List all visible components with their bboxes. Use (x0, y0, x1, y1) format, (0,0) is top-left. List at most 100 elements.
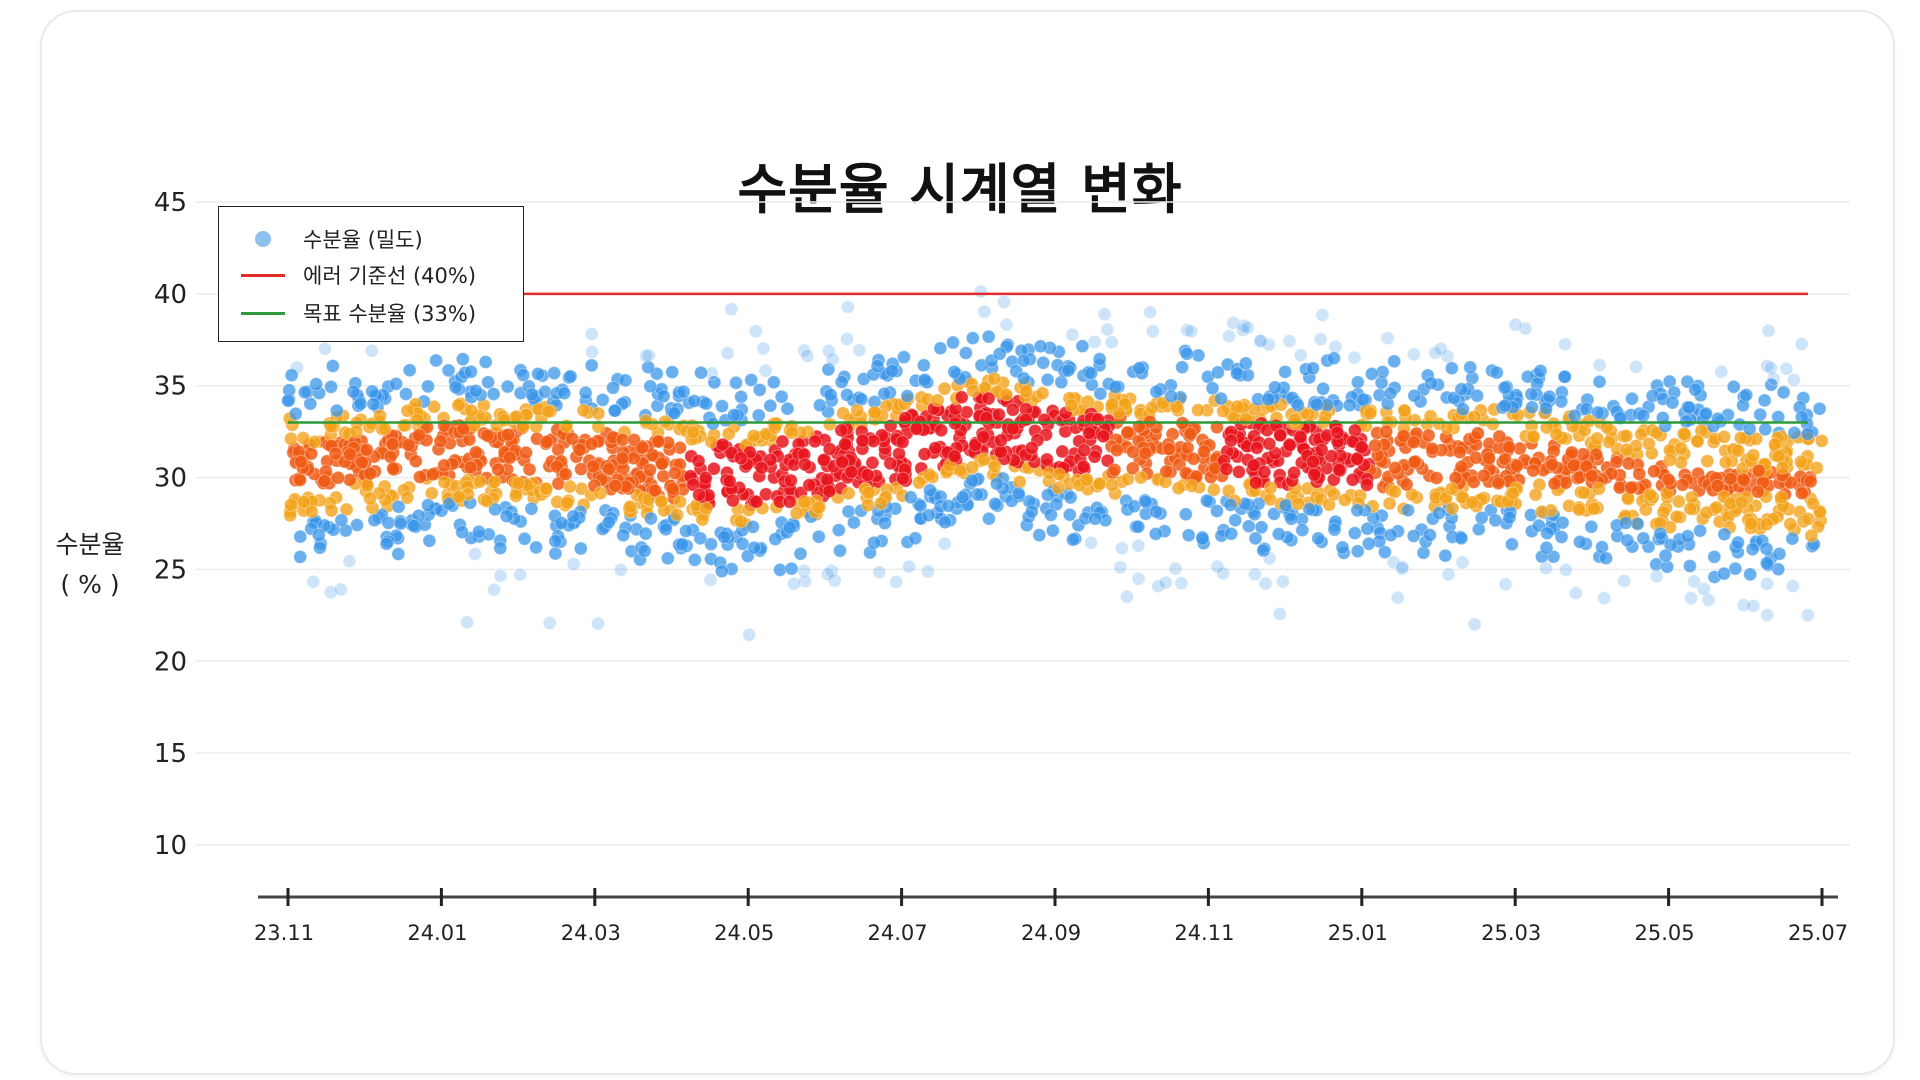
data-point (638, 526, 653, 541)
data-point (1268, 380, 1282, 395)
data-point (548, 546, 563, 561)
data-point (1599, 551, 1614, 566)
data-point (593, 486, 608, 501)
data-point (1342, 398, 1357, 413)
data-point (339, 502, 354, 517)
data-point (1012, 475, 1027, 489)
data-point (1759, 556, 1774, 571)
data-point (1272, 606, 1287, 621)
data-point (1039, 452, 1054, 467)
data-point (451, 398, 466, 413)
data-point (1347, 526, 1362, 541)
data-point (1327, 522, 1342, 537)
data-point (726, 408, 741, 423)
data-point (821, 343, 836, 358)
data-point (584, 358, 599, 373)
data-point (500, 379, 515, 394)
data-point (509, 409, 524, 424)
data-point (787, 576, 801, 591)
data-point (1675, 477, 1690, 492)
data-point (1169, 399, 1184, 414)
data-point (1528, 487, 1543, 502)
data-point (1424, 376, 1439, 391)
data-point (584, 327, 599, 341)
data-point (968, 438, 983, 452)
data-point (1811, 519, 1826, 534)
y-tick-labels: 45 40 35 30 25 20 15 10 (154, 188, 187, 861)
data-point (1717, 566, 1731, 581)
data-point (554, 516, 569, 530)
data-point (519, 445, 533, 460)
data-point (1396, 429, 1411, 444)
data-point (1145, 324, 1160, 339)
data-point (1293, 348, 1308, 363)
data-point (410, 413, 425, 427)
data-point (1794, 410, 1809, 425)
data-point (1750, 484, 1765, 499)
data-point (1465, 495, 1480, 510)
data-point (560, 495, 575, 510)
data-point (704, 537, 718, 552)
data-point (733, 514, 748, 529)
data-point (850, 403, 865, 418)
data-point (977, 304, 992, 319)
data-point (698, 470, 713, 485)
data-point (912, 475, 927, 490)
data-point (1224, 526, 1239, 541)
data-point (827, 573, 842, 588)
data-point (722, 474, 737, 489)
data-point (1549, 427, 1564, 442)
data-point (1210, 559, 1225, 574)
data-point (797, 494, 812, 509)
data-point (1191, 403, 1206, 418)
data-point (1677, 427, 1692, 441)
data-point (1330, 425, 1345, 440)
data-point (346, 384, 361, 399)
data-point (1534, 504, 1549, 519)
data-point (1115, 541, 1129, 556)
data-point (789, 506, 804, 521)
data-point (1743, 567, 1758, 582)
data-point (1240, 320, 1255, 335)
data-point (1379, 424, 1394, 439)
data-point (981, 391, 996, 406)
data-point (355, 455, 369, 470)
data-point (1327, 487, 1341, 502)
data-point (1138, 494, 1153, 509)
data-point (992, 346, 1007, 361)
data-point (1768, 437, 1782, 452)
data-point (437, 458, 452, 473)
data-point (400, 403, 415, 418)
data-point (460, 615, 475, 630)
data-point (1088, 511, 1103, 526)
data-point (691, 454, 706, 468)
data-point (566, 557, 581, 572)
data-point (1757, 393, 1772, 408)
data-point (1717, 429, 1732, 444)
data-point (541, 404, 556, 419)
data-point (916, 358, 931, 373)
data-point (563, 479, 577, 494)
data-point (429, 353, 444, 368)
data-point (1584, 469, 1599, 483)
data-point (1742, 421, 1757, 436)
data-point (1736, 472, 1751, 487)
data-point (1728, 561, 1743, 576)
data-point (1399, 477, 1414, 492)
data-point (1760, 358, 1775, 373)
data-point (425, 467, 440, 482)
data-point (745, 519, 760, 534)
data-point (451, 489, 466, 504)
data-point (309, 377, 324, 392)
data-point (1488, 513, 1503, 528)
data-point (1489, 365, 1504, 380)
data-point (676, 384, 691, 399)
x-tick-label: 24.05 (714, 921, 774, 945)
data-point (1690, 434, 1705, 449)
data-point (422, 533, 437, 548)
data-point (1005, 402, 1020, 417)
data-point (1731, 535, 1745, 550)
data-point (1249, 440, 1264, 455)
data-point (1290, 398, 1305, 413)
y-tick-label: 45 (154, 188, 187, 218)
